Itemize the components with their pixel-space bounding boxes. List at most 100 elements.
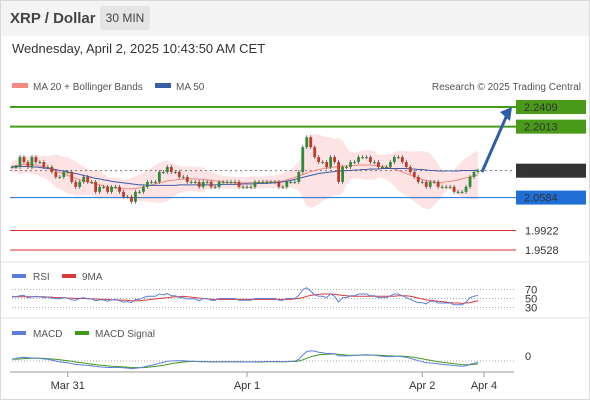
candle-body <box>173 171 177 173</box>
candle-body <box>46 167 50 169</box>
candle-body <box>237 181 241 187</box>
macd-zero-label: 0 <box>525 351 531 363</box>
candle-body <box>193 181 197 183</box>
rsi-ma-legend-label: 9MA <box>82 272 103 283</box>
macd-signal-legend-swatch <box>75 331 89 335</box>
candle-body <box>165 167 169 172</box>
price-level-label-3: 2.0584 <box>524 193 558 205</box>
ma20-line <box>11 164 479 190</box>
candle-body <box>440 186 444 188</box>
x-tick-label: Apr 4 <box>471 380 497 392</box>
candle-body <box>353 162 356 164</box>
candle-body <box>189 181 193 183</box>
price-panel: 2.2409 2.2013 2.1126 2.0584 1.9922 1.9528 <box>10 100 586 257</box>
candle-body <box>424 181 428 187</box>
candle-body <box>361 157 364 159</box>
candle-body <box>114 186 117 188</box>
candle-body <box>70 171 74 182</box>
ma20-legend-label: MA 20 + Bollinger Bands <box>33 82 143 93</box>
candle-body <box>432 181 436 183</box>
candle-body <box>309 137 313 148</box>
candle-body <box>221 181 225 183</box>
rsi-level-label-1: 50 <box>525 294 537 306</box>
macd-legend-swatch <box>12 331 26 335</box>
candle-body <box>464 186 468 192</box>
candle-body <box>233 181 237 183</box>
rsi-ma-legend-swatch <box>62 274 76 278</box>
header-bar: XRP / Dollar 30 MIN <box>0 0 590 36</box>
candle-body <box>321 162 325 164</box>
candle-body <box>253 181 257 187</box>
candle-body <box>106 186 109 192</box>
chart-title: XRP / Dollar <box>10 10 96 27</box>
price-level-label-4: 1.9922 <box>525 225 559 237</box>
price-level-label-2: 2.1126 <box>524 166 557 178</box>
macd-signal-legend-label: MACD Signal <box>95 329 155 340</box>
price-level-label-1: 2.2013 <box>524 122 558 134</box>
price-level-tag-2 <box>516 163 586 178</box>
candle-body <box>217 181 221 187</box>
candle-body <box>404 162 408 168</box>
candle-body <box>456 191 460 193</box>
price-level-label-5: 1.9528 <box>525 245 559 257</box>
candle-body <box>98 186 102 192</box>
candle-body <box>10 167 14 169</box>
candle-body <box>293 181 297 183</box>
candle-body <box>369 157 372 163</box>
candle-body <box>345 167 348 169</box>
x-tick-label: Apr 1 <box>234 380 260 392</box>
macd-legend-label: MACD <box>33 329 62 340</box>
candle-body <box>436 181 440 187</box>
candle-body <box>341 167 344 182</box>
candle-body <box>229 181 233 183</box>
candle-body <box>138 191 141 193</box>
candle-body <box>452 186 456 192</box>
candle-body <box>130 196 133 202</box>
candle-body <box>337 162 340 182</box>
x-tick-label: Mar 31 <box>51 380 85 392</box>
candle-body <box>241 186 245 188</box>
projection-arrow-head <box>500 107 512 121</box>
candle-body <box>90 181 94 183</box>
candle-body <box>357 157 360 163</box>
candle-body <box>94 181 98 192</box>
x-axis: Mar 31 Apr 1 Apr 2 Apr 4 <box>10 371 514 392</box>
macd-panel: 0 <box>11 350 531 370</box>
ma20-legend-swatch <box>12 83 28 88</box>
candle-body <box>448 186 452 188</box>
candle-body <box>126 196 129 198</box>
candle-body <box>110 186 113 192</box>
candle-body <box>142 186 145 192</box>
candle-body <box>197 181 201 187</box>
macd-line <box>11 350 479 370</box>
candle-body <box>381 167 384 169</box>
candle-body <box>420 181 424 183</box>
candle-body <box>305 137 309 148</box>
candle-body <box>185 176 189 182</box>
macd-legend: MACD MACD Signal <box>12 329 155 340</box>
candle-body <box>289 181 293 183</box>
candle-body <box>444 186 448 188</box>
candle-body <box>261 181 265 183</box>
candle-body <box>30 157 34 168</box>
price-level-label-0: 2.2409 <box>524 102 558 114</box>
ma50-line <box>11 166 479 186</box>
candle-body <box>408 167 412 172</box>
rsi-legend-swatch <box>12 274 26 278</box>
candle-body <box>313 147 317 158</box>
projection-arrow-shaft <box>480 114 509 173</box>
candle-body <box>153 181 157 183</box>
candle-body <box>34 157 38 163</box>
candle-body <box>209 181 213 187</box>
candle-body <box>134 191 137 202</box>
price-level-tag-3 <box>516 190 586 205</box>
candle-body <box>377 162 380 168</box>
candle-body <box>396 157 400 159</box>
candle-body <box>265 181 269 183</box>
timeframe-button[interactable]: 30 MIN <box>100 6 150 30</box>
candle-body <box>333 157 337 163</box>
rsi-level-label-0: 70 <box>525 285 537 297</box>
candle-body <box>14 167 18 169</box>
ma50-legend-swatch <box>155 83 171 88</box>
